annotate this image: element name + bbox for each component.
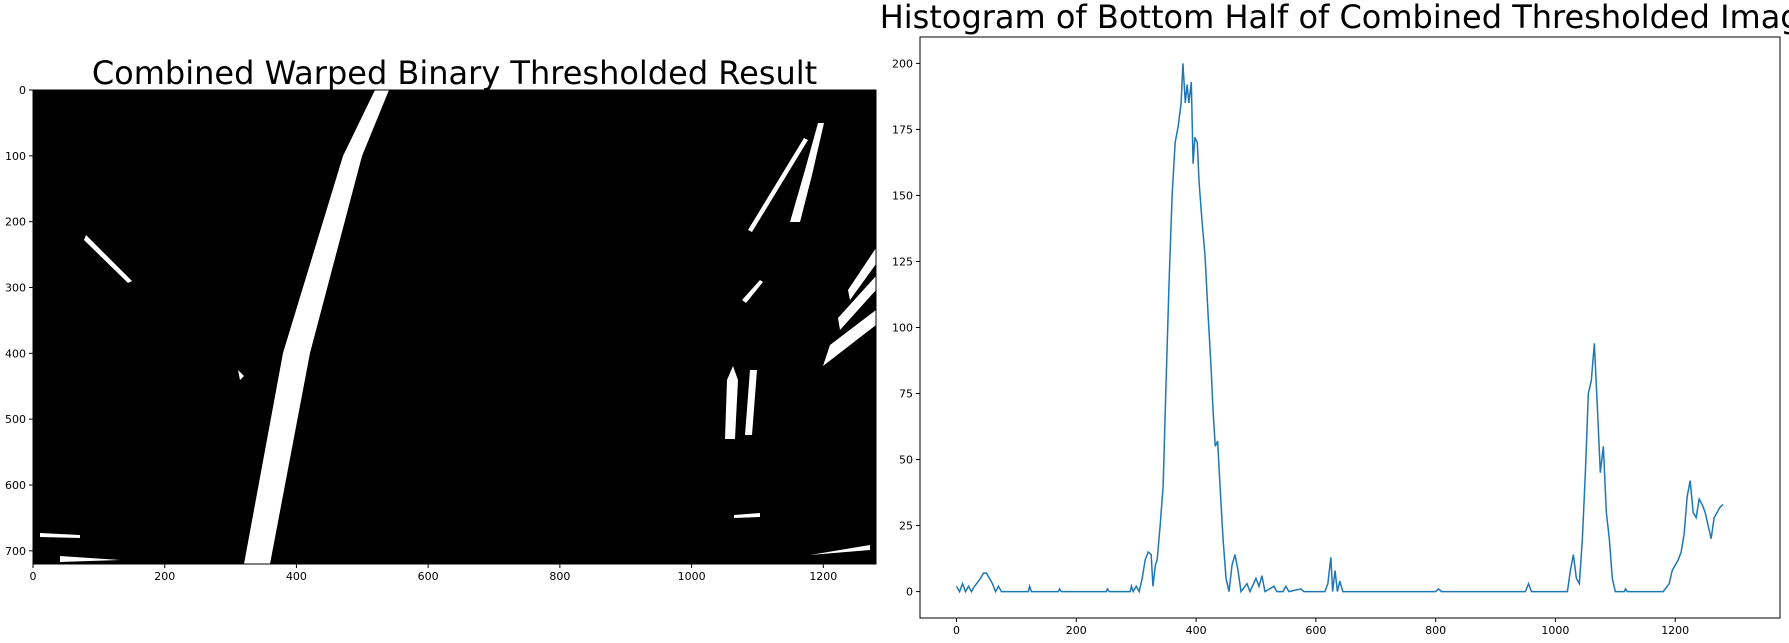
data-line [955,63,1724,594]
x-tick-label: 0 [30,570,37,583]
x-tick-label: 1200 [809,570,837,583]
x-tick-label: 200 [154,570,175,583]
lane-pixels [40,90,876,564]
x-tick-label: 400 [286,570,307,583]
y-tick-label: 175 [892,123,913,136]
y-tick-label: 200 [5,216,26,229]
y-tick-label: 600 [5,479,26,492]
y-tick-label: 125 [892,255,913,268]
y-tick-label: 0 [19,84,26,97]
binary-image [33,90,876,564]
y-tick-label: 0 [906,586,913,599]
x-tick-label: 600 [1305,624,1326,637]
axes-layer: Combined Warped Binary Thresholded Resul… [5,0,1789,637]
y-tick-label: 100 [892,322,913,335]
y-tick-label: 400 [5,347,26,360]
x-tick-label: 400 [1186,624,1207,637]
x-tick-label: 0 [953,624,960,637]
y-tick-label: 75 [899,388,913,401]
x-tick-label: 200 [1066,624,1087,637]
y-tick-label: 150 [892,189,913,202]
y-tick-label: 300 [5,282,26,295]
axes-frame [32,89,877,565]
y-tick-label: 50 [899,454,913,467]
image-background [33,90,876,564]
y-tick-label: 700 [5,545,26,558]
y-tick-label: 200 [892,57,913,70]
x-tick-label: 800 [549,570,570,583]
x-tick-label: 600 [418,570,439,583]
x-tick-label: 800 [1425,624,1446,637]
y-tick-label: 500 [5,413,26,426]
chart-title: Combined Warped Binary Thresholded Resul… [92,54,817,92]
x-tick-label: 1000 [1541,624,1569,637]
axes-frame [919,36,1781,619]
x-tick-label: 1200 [1661,624,1689,637]
x-tick-label: 1000 [678,570,706,583]
y-tick-label: 100 [5,150,26,163]
chart-title: Histogram of Bottom Half of Combined Thr… [880,0,1789,36]
y-tick-label: 25 [899,520,913,533]
